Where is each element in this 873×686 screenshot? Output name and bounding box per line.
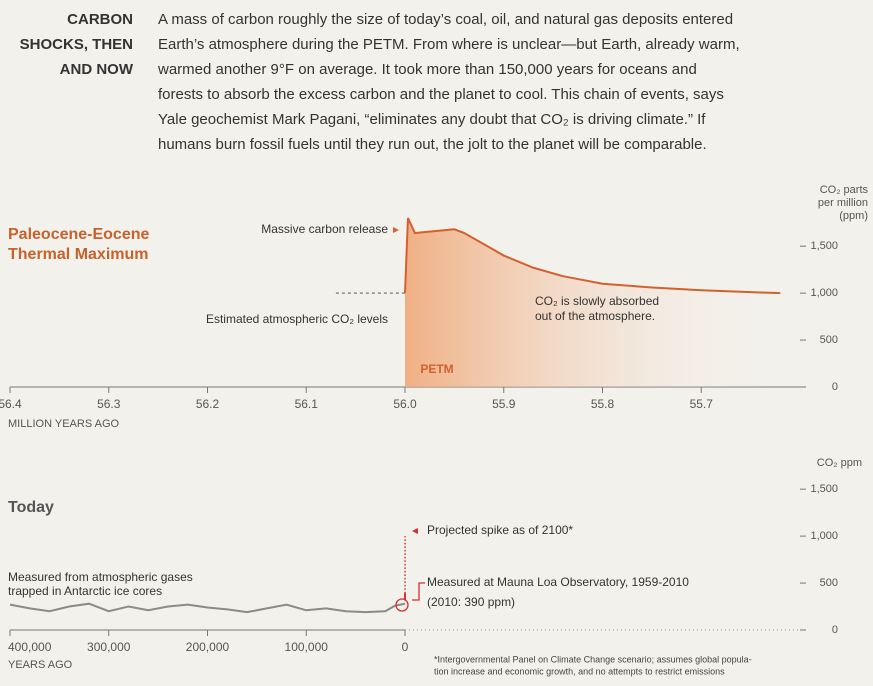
arrow [393, 227, 399, 233]
footnote: *Intergovernmental Panel on Climate Chan… [434, 654, 752, 664]
series-line [404, 217, 781, 295]
y-axis-label: CO₂ ppm [817, 457, 862, 469]
x-tick-label: 56.1 [295, 397, 319, 411]
x-tick-label: 400,000 [8, 640, 52, 654]
x-tick-label: 100,000 [285, 640, 329, 654]
y-axis-label: CO₂ parts [820, 184, 869, 196]
chart-title: Today [8, 499, 54, 516]
area [405, 218, 781, 387]
annotation: Massive carbon release [261, 222, 388, 236]
x-tick-label: 55.8 [591, 397, 615, 411]
header-title: SHOCKS, THEN [20, 36, 133, 53]
x-tick-label: 56.3 [97, 397, 121, 411]
y-tick-label: 500 [820, 577, 838, 589]
header-body: A mass of carbon roughly the size of tod… [158, 11, 733, 28]
y-tick-label: 1,000 [810, 530, 838, 542]
y-tick-label: 1,000 [810, 287, 838, 299]
y-tick-label: 1,500 [810, 240, 838, 252]
header-body: humans burn fossil fuels until they run … [158, 136, 707, 153]
header-body: Yale geochemist Mark Pagani, “eliminates… [158, 111, 706, 128]
annotation: trapped in Antarctic ice cores [8, 584, 162, 598]
annotation: Measured from atmospheric gases [8, 570, 193, 584]
x-tick-label: 0 [402, 640, 409, 654]
annotation: CO₂ is slowly absorbed [535, 294, 659, 308]
y-tick-label: 1,500 [810, 483, 838, 495]
series-line [9, 602, 406, 614]
y-tick-label: 500 [820, 334, 838, 346]
x-tick-label: 56.2 [196, 397, 220, 411]
chart-title: Paleocene-Eocene [8, 226, 150, 243]
x-tick-label: 56.0 [393, 397, 417, 411]
y-axis-label: per million [818, 197, 868, 209]
header-body: forests to absorb the excess carbon and … [158, 86, 724, 103]
y-axis-label: (ppm) [839, 210, 868, 222]
header-title: AND NOW [60, 61, 134, 78]
marker [395, 598, 409, 612]
x-tick-label: 300,000 [87, 640, 131, 654]
chart-title: Thermal Maximum [8, 246, 148, 263]
x-tick-label: 200,000 [186, 640, 230, 654]
annotation: Measured at Mauna Loa Observatory, 1959-… [427, 575, 689, 589]
bracket [412, 582, 425, 601]
x-tick-label: 55.7 [690, 397, 714, 411]
annotation: Projected spike as of 2100* [427, 523, 573, 537]
x-tick-label: 56.4 [0, 397, 22, 411]
x-tick-label: 55.9 [492, 397, 516, 411]
header-body: warmed another 9°F on average. It took m… [157, 61, 697, 78]
header-title: CARBON [67, 11, 133, 28]
y-tick-label: 0 [832, 381, 838, 393]
annotation: (2010: 390 ppm) [427, 595, 515, 609]
annotation: out of the atmosphere. [535, 309, 655, 323]
y-tick-label: 0 [832, 624, 838, 636]
annotation: Estimated atmospheric CO₂ levels [206, 312, 388, 326]
x-axis-label: MILLION YEARS AGO [8, 418, 120, 430]
annotation: PETM [420, 362, 453, 376]
x-axis-label: YEARS AGO [8, 659, 73, 671]
header-body: Earth’s atmosphere during the PETM. From… [158, 36, 740, 53]
footnote: tion increase and economic growth, and n… [434, 666, 725, 676]
arrow [412, 528, 418, 534]
